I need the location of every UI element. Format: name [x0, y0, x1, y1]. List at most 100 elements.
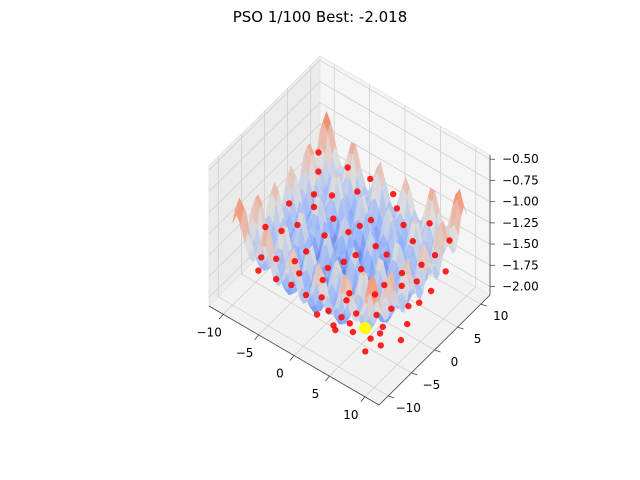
z-tick-label: −0.50 — [502, 152, 539, 166]
particle-point — [349, 328, 357, 336]
particle-point — [367, 216, 375, 224]
particle-point — [446, 237, 453, 244]
particle-point — [319, 276, 326, 284]
chart-title: PSO 1/100 Best: -2.018 — [232, 8, 408, 26]
particle-point — [409, 238, 416, 245]
particles — [255, 149, 453, 355]
particle-point — [318, 294, 325, 301]
particle-point — [278, 227, 285, 235]
y-tick-label: 5 — [474, 332, 482, 346]
particle-point — [381, 281, 388, 289]
particle-point — [344, 164, 351, 171]
particle-point — [310, 203, 318, 211]
x-tick-mark — [218, 314, 224, 320]
y-tick-label: −5 — [423, 378, 441, 392]
particle-point — [379, 323, 386, 331]
particle-point — [373, 311, 380, 319]
particle-point — [388, 305, 395, 312]
particle-point — [324, 264, 331, 272]
particle-point — [345, 228, 352, 236]
particle-point — [288, 281, 295, 289]
grid-line-z — [208, 81, 491, 192]
particle-point — [383, 251, 390, 258]
particle-point — [353, 310, 360, 317]
particle-point — [426, 220, 433, 227]
particle-point — [390, 190, 397, 198]
particle-point — [330, 215, 337, 222]
y-tick-label: 0 — [451, 355, 459, 369]
particle-point — [346, 290, 353, 297]
z-tick-label: −1.75 — [502, 258, 539, 272]
particle-point — [357, 266, 365, 273]
particle-point — [367, 175, 374, 183]
particle-point — [398, 282, 405, 289]
particle-point — [313, 311, 321, 318]
y-tick-mark — [411, 372, 418, 376]
particle-point — [343, 297, 350, 304]
x-tick-mark — [325, 375, 330, 382]
particle-point — [325, 307, 332, 314]
particle-point — [377, 342, 384, 349]
particle-point — [328, 192, 336, 199]
y-tick-mark — [434, 349, 441, 353]
y-tick-label: 10 — [493, 309, 508, 323]
particle-point — [321, 232, 328, 239]
particle-point — [291, 258, 298, 265]
particle-point — [371, 291, 379, 298]
particle-point — [393, 205, 401, 212]
particle-point — [418, 261, 425, 268]
particle-point — [352, 251, 359, 259]
x-tick-label: −5 — [236, 346, 254, 360]
particle-point — [354, 188, 361, 195]
y-tick-label: −10 — [396, 401, 421, 415]
z-tick-label: −1.50 — [502, 237, 539, 251]
best-particle-point — [359, 322, 372, 335]
particle-point — [442, 268, 449, 275]
particle-point — [338, 314, 345, 321]
particle-point — [416, 299, 423, 306]
z-tick-label: −2.00 — [502, 280, 539, 294]
particle-point — [315, 149, 322, 156]
x-tick-mark — [360, 396, 366, 402]
particle-point — [273, 255, 280, 262]
z-tick-label: −1.25 — [502, 216, 539, 230]
x-tick-mark — [254, 334, 259, 341]
grid-line-z — [208, 59, 491, 171]
particle-point — [255, 267, 262, 274]
particle-point — [405, 302, 412, 310]
y-tick-mark — [457, 326, 464, 330]
particle-point — [285, 200, 293, 207]
z-tick-label: −0.75 — [502, 173, 539, 187]
particle-point — [273, 275, 280, 283]
particle-point — [372, 243, 379, 250]
particle-point — [356, 222, 363, 230]
particle-point — [376, 330, 384, 337]
particle-point — [330, 322, 337, 329]
x-tick-label: 10 — [343, 408, 358, 422]
particle-point — [303, 248, 310, 255]
particle-point — [398, 269, 406, 277]
particle-point — [413, 278, 420, 285]
particle-point — [340, 258, 347, 265]
x-tick-label: 5 — [312, 387, 320, 401]
x-tick-mark — [289, 355, 295, 361]
particle-point — [310, 191, 318, 198]
particle-point — [431, 252, 439, 259]
particle-point — [397, 336, 405, 344]
particle-point — [427, 287, 435, 295]
particle-point — [258, 254, 265, 261]
particle-point — [294, 221, 301, 229]
x-tick-label: −10 — [197, 325, 222, 339]
particle-point — [367, 335, 374, 342]
particle-point — [404, 320, 411, 328]
particle-point — [296, 270, 303, 277]
particle-point — [262, 223, 269, 231]
particle-point — [362, 348, 369, 355]
grid-line-z — [208, 102, 491, 213]
y-tick-mark — [480, 303, 487, 307]
z-tick-label: −1.00 — [502, 195, 539, 209]
particle-point — [302, 291, 310, 299]
particle-point — [400, 221, 407, 229]
